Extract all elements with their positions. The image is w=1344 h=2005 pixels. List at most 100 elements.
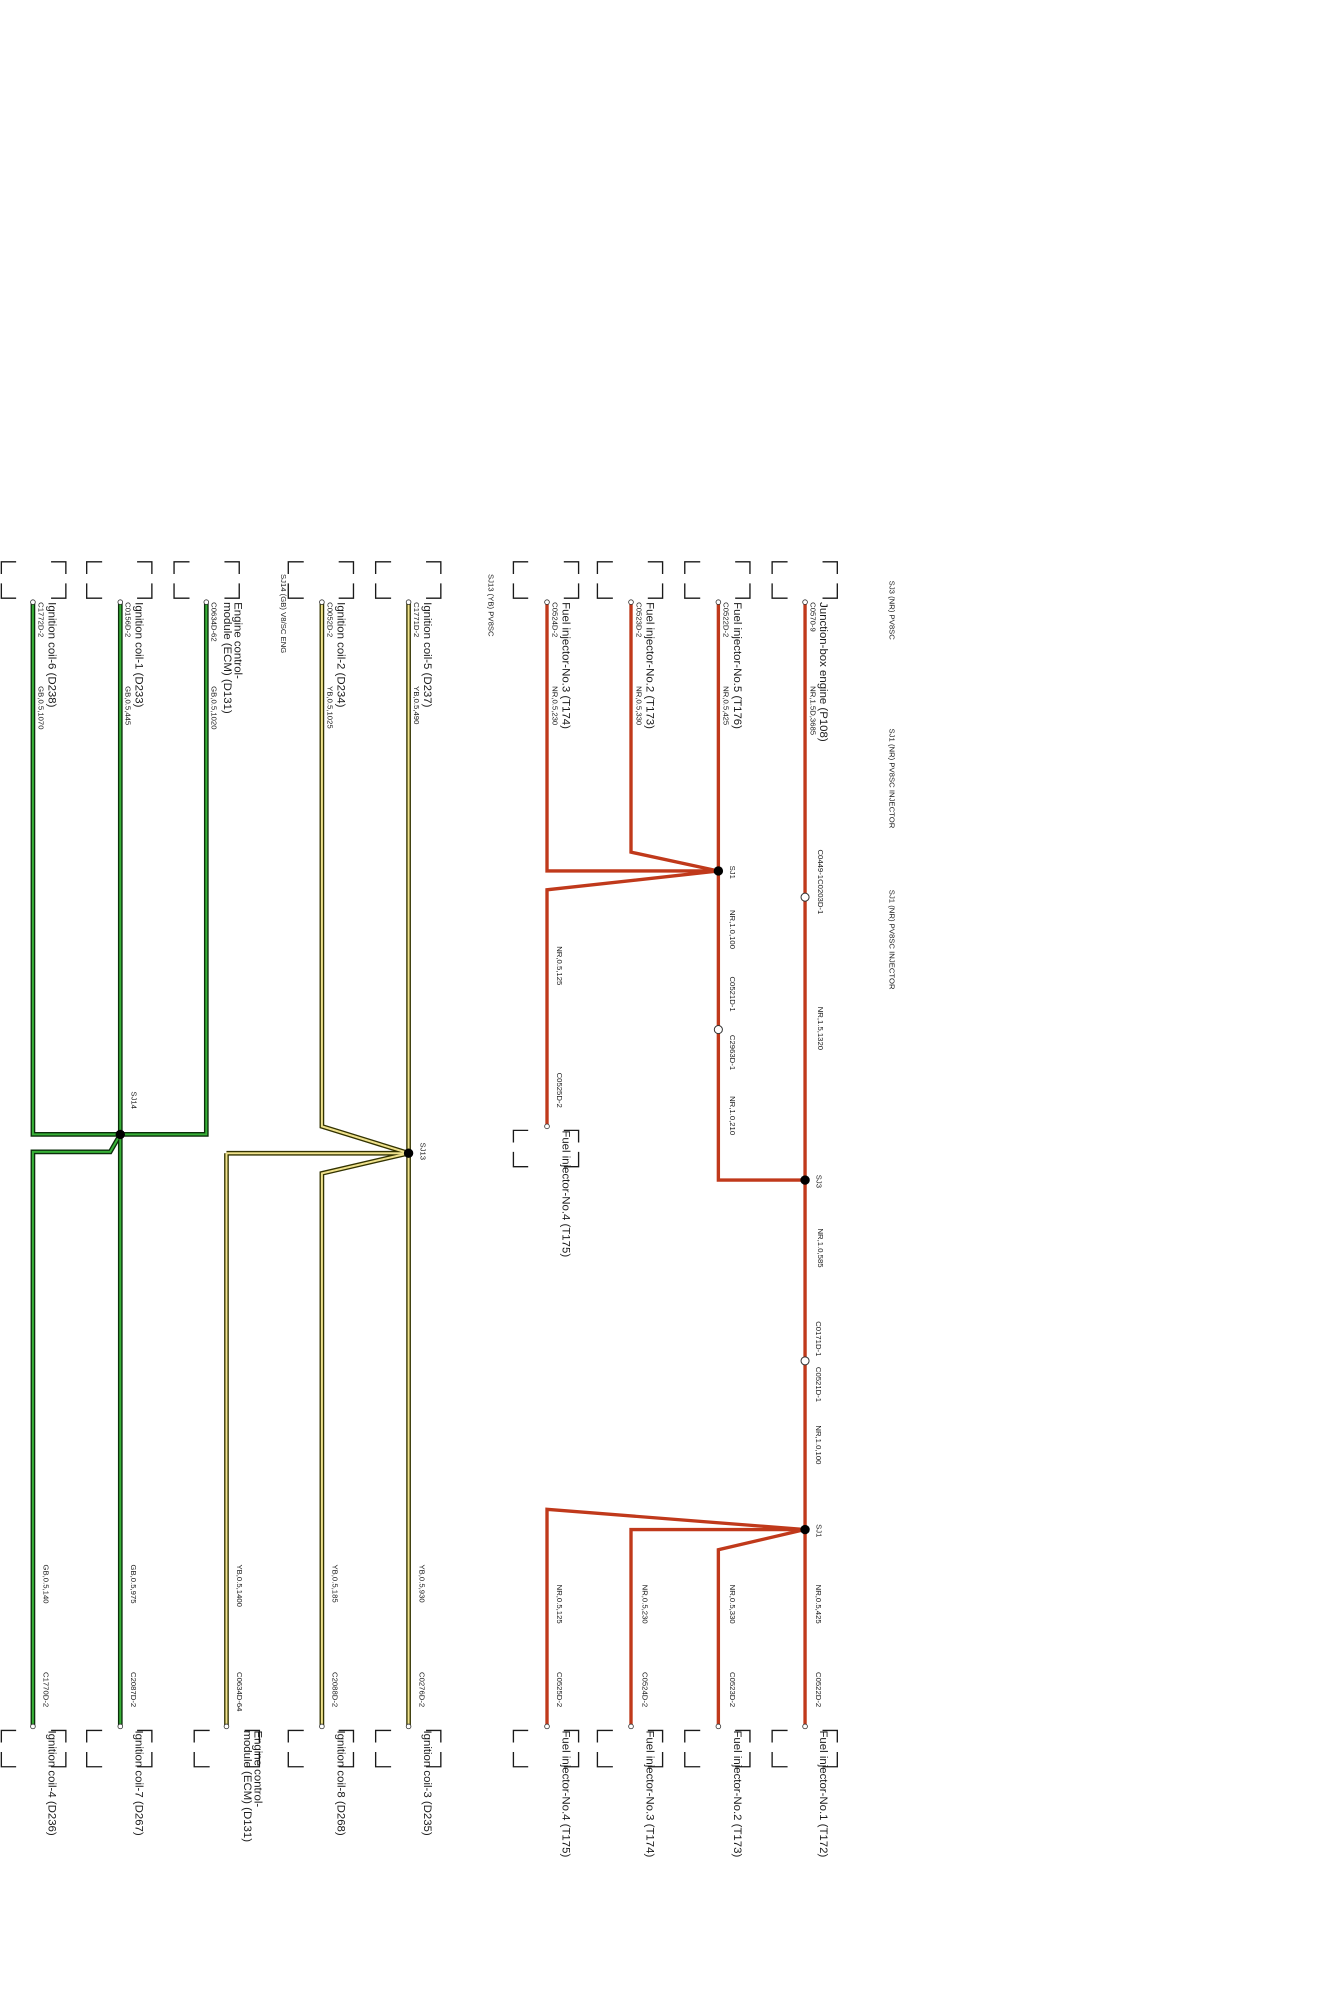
connector-label: C0522D-2 — [722, 602, 731, 637]
header-title-sj3: SJ3 (NR) PV8SC — [888, 581, 897, 641]
splice-nodes — [115, 866, 810, 1535]
component-fuel-injector-3-t174-top: Fuel injector-No.3 (T174) — [559, 602, 571, 729]
wire-nr-bottom-fi2 — [716, 1527, 806, 1727]
wire-label: GB,0.5,1020 — [210, 686, 219, 729]
gb-wire-group — [30, 602, 209, 1727]
splice-label-sj3: SJ3 — [814, 1175, 823, 1188]
connector-label: C0570-9 — [808, 602, 817, 632]
connector-label: C0052D-2 — [325, 602, 334, 637]
wire-label: NR,0.5,125 — [555, 1585, 564, 1624]
component-fuel-injector-4-t175-mid: Fuel injector-No.4 (T175) — [559, 1130, 571, 1257]
wire-label: NR,1.5D,3685 — [808, 686, 817, 735]
connector-label: C0156D-2 — [124, 602, 133, 637]
wire-label: YB,0.5,490 — [412, 686, 421, 724]
component-brackets — [0, 561, 838, 1768]
inline-connector-c0449 — [800, 892, 810, 902]
wire-label: YB,0.5,1400 — [235, 1564, 244, 1607]
wire-gb-ic4 — [31, 1133, 122, 1727]
component-ignition-coil-7-d267: Ignition coil-7 (D267) — [133, 1730, 145, 1835]
wire-label: NR,1.0,585 — [816, 1228, 825, 1267]
component-fuel-injector-1-t172: Fuel injector-No.1 (T172) — [817, 1730, 829, 1857]
wire-nr-bottom-fi4 — [545, 1507, 806, 1727]
wire-yb-ic2 — [320, 602, 409, 1155]
connector-label: C0525D-2 — [555, 1672, 564, 1707]
wire-label: GB,0.5,445 — [124, 686, 133, 725]
splice-label-sj13: SJ13 — [419, 1142, 428, 1160]
wire-nr-top-fi2 — [629, 602, 719, 873]
component-ignition-coil-4-d236: Ignition coil-4 (D236) — [45, 1730, 57, 1835]
splice-sj1-bottom — [800, 1524, 810, 1535]
wire-label: NR,1.0,210 — [728, 1096, 737, 1135]
connector-label: C1772D-2 — [36, 602, 45, 637]
component-ecm-d131-bottom: Engine control- module (ECM) (D131) — [241, 1730, 264, 1842]
wire-label: YB,0.5,185 — [331, 1564, 340, 1602]
connector-label: C0634D-62 — [210, 602, 219, 641]
wire-label: NR,1.0,100 — [728, 910, 737, 949]
connector-label: C0523D-2 — [728, 1672, 737, 1707]
wire-label: NR,1.0,100 — [814, 1425, 823, 1464]
component-ecm-d131-top: Engine control- module (ECM) (D131) — [221, 602, 244, 714]
component-ignition-coil-6-d238: Ignition coil-6 (D238) — [45, 602, 57, 707]
component-junction-box-p108: Junction-box engine (P108) — [817, 602, 829, 742]
wire-label: NR,0.5,425 — [722, 686, 731, 725]
inline-connector-c0521-top — [713, 1025, 723, 1035]
wire-label: NR,0.5,125 — [555, 946, 564, 985]
splice-sj3 — [800, 1175, 810, 1185]
wire-label: NR,0.5,230 — [550, 686, 559, 725]
connector-label: C0524D-2 — [550, 602, 559, 637]
wire-label: GB,0.5,1070 — [36, 686, 45, 729]
splice-sj14 — [115, 1129, 125, 1140]
connector-label: C1771D-2 — [412, 602, 421, 637]
component-ignition-coil-3-d235: Ignition coil-3 (D235) — [421, 1730, 433, 1835]
connector-label: C0524D-2 — [640, 1672, 649, 1707]
connector-label: C2087D-2 — [129, 1672, 138, 1707]
component-ignition-coil-2-d234: Ignition coil-2 (D234) — [334, 602, 346, 707]
wire-label: YB,0.5,1025 — [325, 686, 334, 729]
wire-nr-top-fi4 — [545, 869, 719, 1127]
splice-sj1-top — [713, 866, 724, 876]
inline-connectors — [713, 892, 810, 1366]
component-fuel-injector-2-t173-top: Fuel injector-No.2 (T173) — [643, 602, 655, 729]
wire-label: NR,0.5,230 — [640, 1585, 649, 1624]
connector-label: C0449-1C0203D-1 — [816, 849, 825, 914]
wire-nr-top-fi3 — [545, 602, 719, 873]
wire-label: NR,0.5,425 — [814, 1585, 823, 1624]
wire-label: NR,1.5,1320 — [816, 1007, 825, 1050]
wire-label: NR,0.5,330 — [634, 686, 643, 725]
connector-label: C0525D-2 — [555, 1073, 564, 1108]
connector-label: C2963D-1 — [728, 1035, 737, 1070]
component-fuel-injector-4-t175-bottom: Fuel injector-No.4 (T175) — [559, 1730, 571, 1857]
terminal-pins — [30, 599, 808, 1730]
component-ignition-coil-1-d233: Ignition coil-1 (D233) — [133, 602, 145, 707]
component-fuel-injector-2-t173-bottom: Fuel injector-No.2 (T173) — [731, 1730, 743, 1857]
header-title-sj14: SJ14 (GB) V8/SC ENG — [279, 574, 288, 653]
inline-connector-c0171 — [800, 1356, 810, 1366]
wire-gb-ic6 — [31, 602, 121, 1136]
connector-label: C0276D-2 — [417, 1672, 426, 1707]
splice-label-sj14: SJ14 — [130, 1091, 139, 1109]
connector-label: C0521D-1 — [728, 976, 737, 1011]
header-title-sj1-injector-1: SJ1 (NR) PV8SC INJECTOR — [888, 729, 897, 829]
wire-label: NR,0.5,330 — [728, 1585, 737, 1624]
splice-sj13 — [403, 1148, 414, 1158]
connector-label: C0171D-1 — [814, 1321, 823, 1356]
connector-label: C0634D-64 — [235, 1672, 244, 1712]
connector-label: C0521D-1 — [814, 1367, 823, 1402]
splice-label-sj1-bottom: SJ1 — [814, 1524, 823, 1537]
yb-wire-group — [224, 602, 411, 1727]
wire-nr-bottom-fi3 — [629, 1527, 806, 1727]
component-fuel-injector-3-t174-bottom: Fuel injector-No.3 (T174) — [643, 1730, 655, 1857]
wire-label: GB,0.5,140 — [42, 1564, 51, 1603]
component-fuel-injector-5-t176: Fuel injector-No.5 (T176) — [731, 602, 743, 729]
splice-label-sj1-top: SJ1 — [728, 866, 737, 879]
header-title-sj13: SJ13 (YB) PV8SC — [487, 574, 496, 637]
wire-label: YB,0.5,930 — [417, 1564, 426, 1602]
wire-gb-ecm-top — [120, 602, 208, 1136]
component-ignition-coil-8-d268: Ignition coil-8 (D268) — [334, 1730, 346, 1835]
connector-label: C0522D-2 — [814, 1672, 823, 1707]
connector-label: C0523D-2 — [634, 602, 643, 637]
wire-yb-ic8 — [320, 1152, 409, 1727]
nr-wire-group — [545, 602, 807, 1727]
